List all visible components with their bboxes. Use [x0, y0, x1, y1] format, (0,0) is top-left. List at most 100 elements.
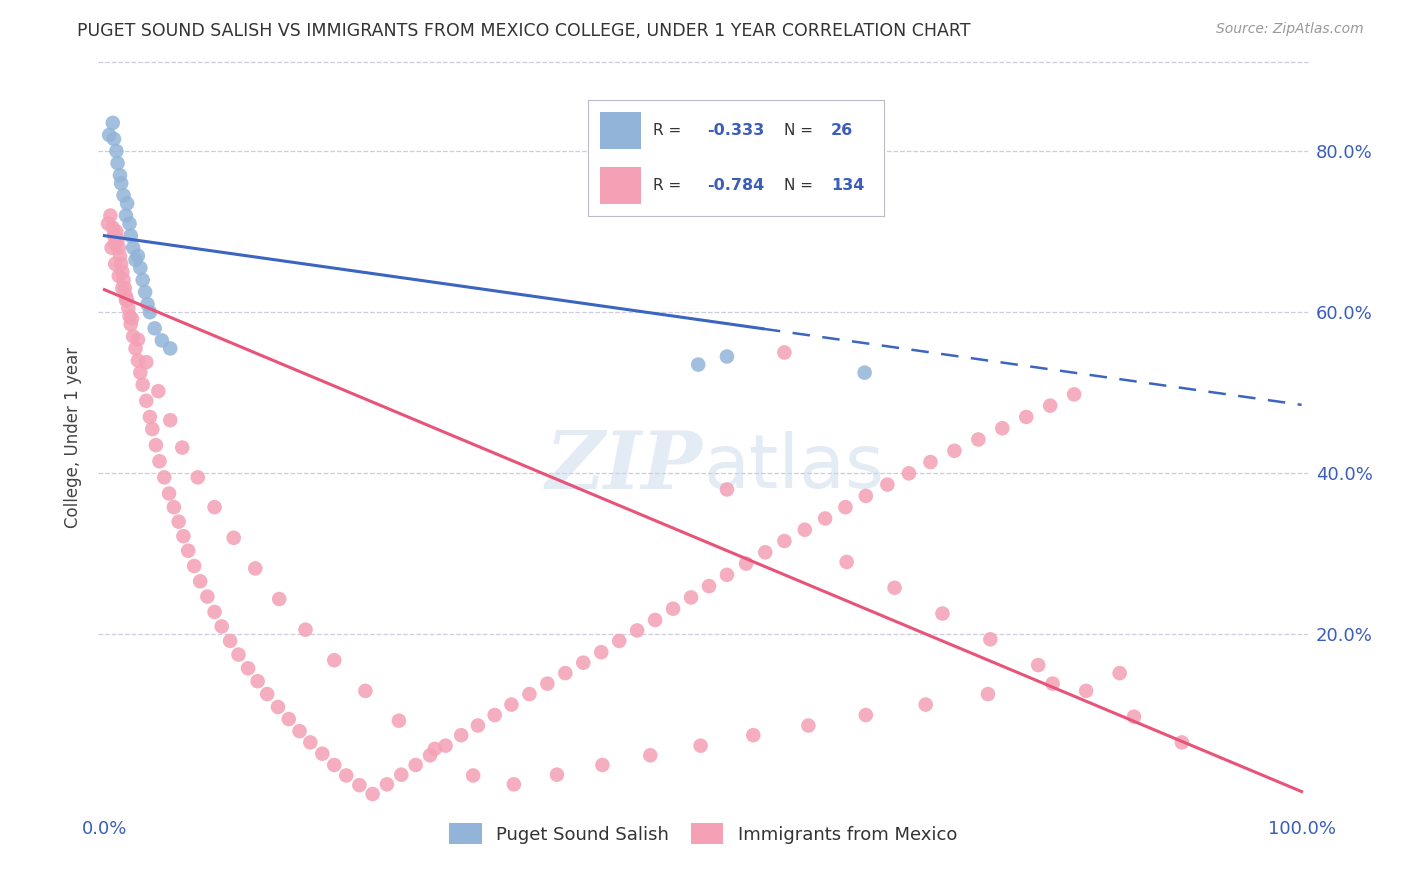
Point [177, 543, 200, 558]
Point [107, 233, 129, 247]
Point [120, 318, 142, 332]
Text: atlas: atlas [703, 431, 884, 504]
Point [188, 574, 211, 589]
Point [222, 531, 245, 545]
Point [101, 220, 124, 235]
Point [423, 742, 446, 756]
Point [943, 443, 966, 458]
Point [139, 305, 162, 319]
Point [591, 645, 613, 659]
Point [148, 454, 170, 468]
Point [484, 708, 506, 723]
Point [591, 758, 613, 772]
Point [405, 758, 427, 772]
Point [145, 438, 167, 452]
Point [115, 293, 138, 307]
Point [502, 777, 524, 791]
Y-axis label: College, Under 1 year: College, Under 1 year [65, 346, 83, 528]
Point [132, 273, 155, 287]
Point [159, 413, 181, 427]
Point [183, 559, 205, 574]
Point [107, 156, 129, 170]
Point [136, 297, 159, 311]
Point [450, 728, 472, 742]
Point [773, 534, 796, 549]
Point [110, 176, 132, 190]
Point [640, 748, 662, 763]
Point [1074, 684, 1097, 698]
Point [122, 241, 145, 255]
Point [120, 228, 142, 243]
Point [134, 285, 156, 299]
Point [991, 421, 1014, 435]
Point [148, 384, 170, 399]
Point [716, 350, 738, 364]
Point [853, 366, 876, 380]
Point [115, 209, 138, 223]
Point [115, 289, 138, 303]
Point [98, 128, 121, 142]
Point [107, 268, 129, 283]
Point [797, 718, 820, 732]
Point [855, 489, 877, 503]
Point [1123, 709, 1146, 723]
Point [101, 116, 124, 130]
Point [679, 591, 702, 605]
Point [716, 567, 738, 582]
Point [855, 708, 877, 723]
Point [118, 217, 141, 231]
Point [246, 674, 269, 689]
Point [323, 758, 346, 772]
Point [835, 555, 858, 569]
Point [103, 228, 125, 243]
Point [814, 511, 837, 525]
Point [135, 355, 157, 369]
Point [434, 739, 457, 753]
Point [742, 728, 765, 742]
Point [1108, 666, 1130, 681]
Point [135, 393, 157, 408]
Point [501, 698, 523, 712]
Point [124, 252, 146, 267]
Point [153, 470, 176, 484]
Point [607, 634, 630, 648]
Point [361, 787, 384, 801]
Point [127, 249, 149, 263]
Point [211, 619, 233, 633]
Point [111, 265, 134, 279]
Point [127, 353, 149, 368]
Point [1026, 658, 1049, 673]
Point [375, 777, 398, 791]
Point [129, 260, 152, 275]
Point [105, 144, 128, 158]
Point [931, 607, 953, 621]
Point [118, 310, 141, 324]
Point [277, 712, 299, 726]
Point [1039, 399, 1062, 413]
Text: PUGET SOUND SALISH VS IMMIGRANTS FROM MEXICO COLLEGE, UNDER 1 YEAR CORRELATION C: PUGET SOUND SALISH VS IMMIGRANTS FROM ME… [77, 22, 970, 40]
Point [117, 301, 139, 315]
Point [245, 561, 267, 575]
Point [103, 132, 125, 146]
Point [897, 467, 920, 481]
Point [269, 592, 291, 607]
Point [163, 500, 186, 515]
Point [256, 687, 278, 701]
Point [167, 515, 190, 529]
Point [793, 523, 815, 537]
Point [115, 293, 138, 307]
Point [979, 632, 1001, 647]
Point [114, 281, 136, 295]
Point [108, 249, 131, 263]
Point [111, 281, 134, 295]
Point [219, 634, 242, 648]
Point [141, 422, 163, 436]
Point [920, 455, 942, 469]
Point [419, 748, 441, 763]
Point [127, 333, 149, 347]
Point [716, 483, 738, 497]
Point [389, 767, 412, 781]
Point [105, 225, 128, 239]
Point [124, 342, 146, 356]
Point [1171, 735, 1194, 749]
